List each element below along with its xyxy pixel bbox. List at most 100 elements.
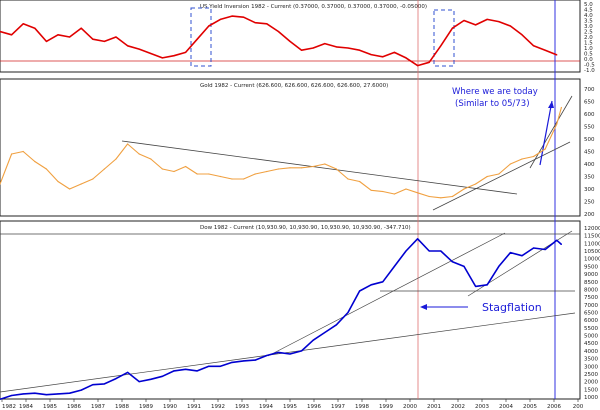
dow-data-point bbox=[521, 255, 523, 257]
dow-y-tick-label: 9000 bbox=[584, 272, 598, 278]
gold-data-point bbox=[347, 178, 349, 180]
x-tick-label: 1984 bbox=[19, 404, 33, 410]
dow-data-point bbox=[103, 383, 105, 385]
dow-data-point bbox=[312, 339, 314, 341]
gold-y-tick-label: 250 bbox=[584, 200, 595, 206]
gold-data-point bbox=[440, 197, 442, 199]
dow-data-point bbox=[533, 247, 535, 249]
dow-data-point bbox=[150, 378, 152, 380]
dow-data-point bbox=[45, 394, 48, 396]
decorations bbox=[0, 0, 580, 399]
dow-data-point bbox=[0, 398, 1, 400]
yield-data-point bbox=[127, 45, 129, 47]
x-tick-label: 1998 bbox=[355, 404, 369, 410]
yield-data-point bbox=[11, 34, 13, 36]
dow-data-point bbox=[243, 360, 245, 362]
dow-data-point bbox=[115, 378, 117, 380]
gold-series-line bbox=[0, 107, 562, 199]
dow-y-tick-label: 6500 bbox=[584, 311, 598, 317]
panel-yield-frame bbox=[0, 0, 581, 73]
gold-data-point bbox=[138, 153, 140, 155]
gold-data-point bbox=[150, 158, 152, 160]
gold-uptrend-line bbox=[432, 141, 571, 211]
yield-data-point bbox=[22, 23, 24, 25]
stagflation-arrow-head bbox=[420, 304, 427, 310]
yield-data-point bbox=[231, 15, 233, 17]
yield-data-point bbox=[92, 38, 94, 40]
yield-data-point bbox=[103, 40, 105, 43]
dow-y-tick-label: 8500 bbox=[584, 280, 598, 286]
x-tick-label: 2001 bbox=[427, 404, 441, 410]
yield-data-point bbox=[451, 27, 453, 29]
series-layer bbox=[0, 15, 563, 401]
gold-data-point bbox=[560, 106, 563, 109]
x-tick-label: 2005 bbox=[523, 404, 537, 410]
gold-data-point bbox=[266, 170, 268, 173]
dow-mid-trend-line bbox=[267, 232, 506, 357]
gold-y-tick-label: 600 bbox=[584, 112, 595, 118]
gold-data-point bbox=[254, 173, 256, 175]
dow-data-point bbox=[347, 311, 349, 314]
dow-y-tick-label: 5000 bbox=[584, 334, 598, 340]
panel-gold-frame bbox=[0, 78, 581, 217]
yield-data-point bbox=[45, 40, 48, 43]
dow-data-point bbox=[405, 250, 407, 252]
dow-y-tick-label: 3000 bbox=[584, 364, 598, 370]
yield-y-tick-label: 1.0 bbox=[584, 46, 593, 52]
gold-data-point bbox=[521, 158, 523, 160]
yield-data-point bbox=[301, 49, 303, 51]
dow-data-point bbox=[22, 393, 24, 395]
dow-data-point bbox=[196, 370, 198, 372]
dow-y-tick-label: 7500 bbox=[584, 295, 598, 301]
gold-data-point bbox=[359, 180, 361, 183]
dow-data-point bbox=[80, 389, 82, 391]
gold-data-point bbox=[57, 180, 59, 183]
annotation-stagflation: Stagflation bbox=[482, 301, 542, 314]
x-tick-label: 200 bbox=[573, 404, 584, 410]
dow-data-point bbox=[498, 265, 500, 267]
dow-data-point bbox=[301, 350, 303, 352]
dow-data-point bbox=[138, 381, 140, 383]
yield-y-tick-label: 3.0 bbox=[584, 24, 593, 30]
dow-data-point bbox=[219, 365, 221, 367]
dow-data-point bbox=[440, 250, 442, 252]
gold-data-point bbox=[103, 168, 105, 170]
dow-data-point bbox=[451, 261, 453, 263]
gold-y-tick-label: 400 bbox=[584, 162, 595, 168]
x-tick-label: 1988 bbox=[115, 404, 129, 410]
yield-data-point bbox=[521, 34, 523, 36]
dow-y-tick-label: 11500 bbox=[584, 234, 600, 240]
yield-data-point bbox=[208, 25, 210, 27]
dow-data-point bbox=[324, 331, 326, 334]
yield-data-point bbox=[475, 24, 477, 26]
gold-data-point bbox=[92, 178, 94, 180]
dow-y-tick-label: 2000 bbox=[584, 380, 598, 386]
dow-y-tick-label: 10500 bbox=[584, 249, 600, 255]
gold-data-point bbox=[498, 173, 500, 175]
yield-data-point bbox=[440, 45, 442, 47]
yield-data-point bbox=[185, 51, 187, 54]
dow-data-point bbox=[57, 393, 59, 395]
yield-data-point bbox=[544, 49, 546, 51]
dow-data-point bbox=[428, 250, 430, 252]
x-tick-label: 2000 bbox=[403, 404, 417, 410]
gold-arrow-line bbox=[539, 100, 553, 166]
x-tick-label: 1993 bbox=[235, 404, 249, 410]
yield-data-point bbox=[486, 18, 488, 20]
gold-data-point bbox=[45, 168, 48, 170]
dow-y-tick-label: 11000 bbox=[584, 241, 600, 247]
yield-data-point bbox=[463, 19, 465, 22]
gold-data-point bbox=[196, 173, 198, 175]
dow-data-point bbox=[173, 370, 175, 372]
gold-title: Gold 1982 - Current (626.600, 626.600, 6… bbox=[200, 83, 388, 89]
dow-data-point bbox=[544, 248, 546, 251]
yield-data-point bbox=[324, 43, 326, 45]
yield-data-point bbox=[359, 49, 361, 51]
yield-data-point bbox=[405, 57, 407, 59]
annotation-similar: (Similar to 05/73) bbox=[455, 99, 530, 109]
gold-data-point bbox=[34, 160, 36, 163]
yield-data-point bbox=[173, 55, 175, 57]
x-tick-label: 1994 bbox=[259, 404, 273, 410]
